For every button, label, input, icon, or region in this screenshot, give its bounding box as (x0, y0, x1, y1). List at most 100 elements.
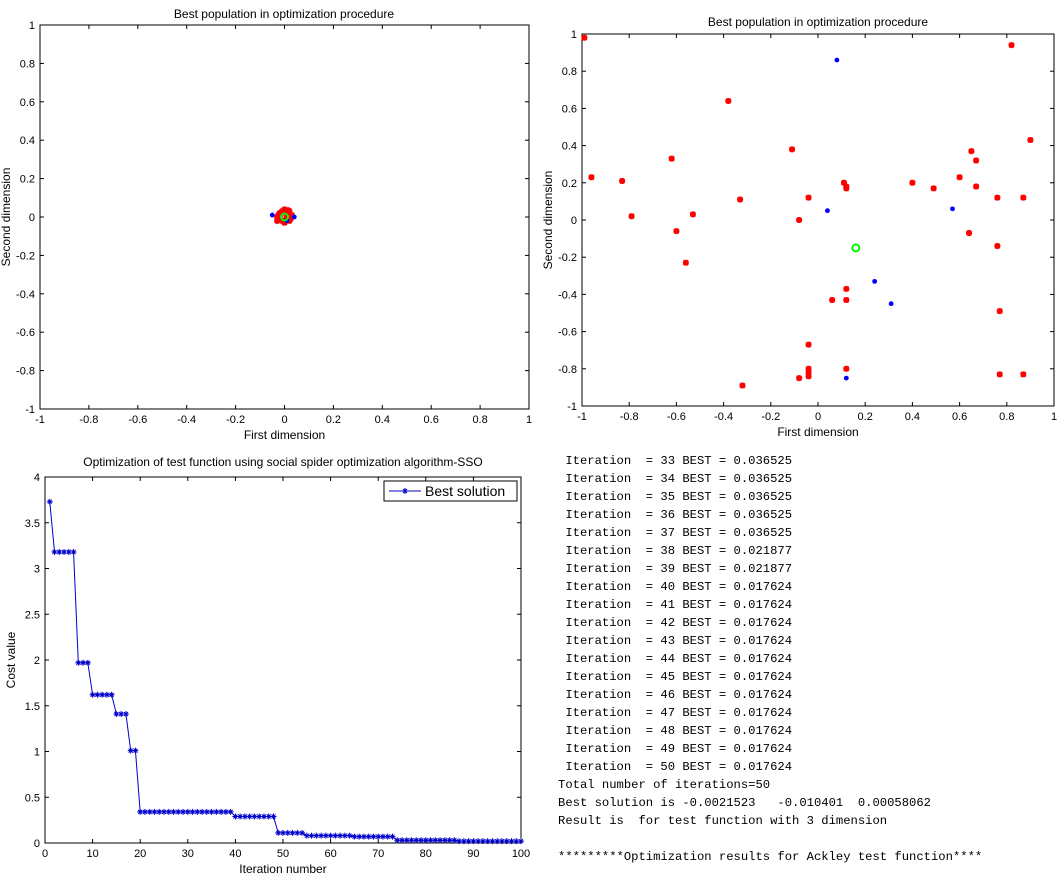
series-point (484, 838, 491, 845)
series-point (56, 549, 63, 556)
series-point (346, 832, 353, 839)
x-tick-label: 0.4 (905, 411, 920, 423)
y-tick-label: 3 (34, 564, 40, 576)
console-line: Iteration = 48 BEST = 0.017624 (558, 724, 793, 738)
series-point (156, 808, 163, 815)
population-point-red (588, 174, 595, 181)
x-tick-label: -0.6 (128, 414, 147, 426)
population-point-red (829, 296, 836, 303)
y-tick-label: 0.6 (562, 103, 577, 115)
y-tick-label: -0.4 (16, 289, 35, 301)
y-tick-label: 0.2 (20, 174, 35, 186)
series-point (437, 837, 444, 844)
population-point-blue (269, 212, 275, 218)
legend-label: Best solution (425, 483, 505, 499)
population-point-red (968, 148, 975, 155)
y-tick-label: 1 (571, 29, 577, 41)
population-point-blue (843, 375, 849, 381)
series-point (132, 747, 139, 754)
series-point (503, 838, 510, 845)
population-point-red (789, 146, 796, 153)
best-point-green (280, 212, 289, 222)
x-tick-label: 90 (467, 848, 479, 860)
series-point (241, 813, 248, 820)
series-point (518, 838, 524, 845)
y-tick-label: -0.8 (16, 366, 35, 378)
population-point-red (682, 259, 689, 266)
population-point-red (996, 371, 1003, 378)
population-point-red (843, 296, 850, 303)
x-tick-label: 0.6 (424, 414, 439, 426)
series-point (99, 691, 106, 698)
series-point (351, 833, 358, 840)
population-point-red (909, 179, 916, 186)
population-point-red (619, 177, 626, 184)
series-point (475, 838, 482, 845)
x-tick-label: 20 (134, 848, 146, 860)
population-point-red (805, 341, 812, 348)
console-line: Iteration = 33 BEST = 0.036525 (558, 454, 793, 468)
population-point-red (285, 207, 292, 214)
series-point (108, 691, 115, 698)
x-tick-label: 0.8 (472, 414, 487, 426)
plot-frame (44, 476, 522, 844)
series-point (80, 659, 87, 666)
y-tick-label: 3.5 (25, 518, 40, 530)
series-point (513, 838, 520, 845)
console-output: Iteration = 33 BEST = 0.036525 Iteration… (558, 452, 1058, 866)
x-tick-label: -0.4 (714, 411, 733, 423)
population-point-red (805, 365, 812, 372)
series-point (399, 837, 405, 844)
series-point (375, 833, 382, 840)
series-point (313, 832, 320, 839)
series-point (203, 808, 210, 815)
series-point (327, 832, 334, 839)
series-point (260, 813, 267, 820)
series-point (89, 691, 96, 698)
series-point (303, 832, 310, 839)
population-point-red (843, 183, 850, 190)
series-point (408, 837, 415, 844)
y-axis-label: Cost value (4, 631, 18, 688)
series-point (275, 829, 282, 836)
y-tick-label: 0.8 (562, 66, 577, 78)
series-point (222, 808, 229, 815)
y-tick-label: 0 (34, 838, 40, 850)
series-point (246, 813, 253, 820)
x-tick-label: 40 (229, 848, 241, 860)
population-point-red (805, 194, 812, 201)
series-point (451, 837, 458, 844)
x-tick-label: 1 (1051, 411, 1057, 423)
population-point-red (843, 365, 850, 372)
console-line: Iteration = 35 BEST = 0.036525 (558, 490, 793, 504)
legend: Best solution (383, 480, 518, 502)
x-axis-label: First dimension (244, 428, 325, 442)
x-tick-label: -0.2 (761, 411, 780, 423)
x-tick-label: 60 (324, 848, 336, 860)
series-point (151, 808, 158, 815)
x-tick-label: -0.6 (667, 411, 686, 423)
x-tick-label: 0.4 (375, 414, 390, 426)
series-point (280, 829, 286, 836)
x-tick-label: 30 (182, 848, 194, 860)
console-line: Iteration = 47 BEST = 0.017624 (558, 706, 793, 720)
population-point-red (1027, 137, 1034, 144)
x-tick-label: 0 (42, 848, 48, 860)
population-point-red (276, 215, 283, 222)
y-axis-label: Second dimension (541, 171, 555, 270)
y-tick-label: 1 (34, 747, 40, 759)
population-point-red (796, 375, 803, 382)
console-line: Iteration = 50 BEST = 0.017624 (558, 760, 793, 774)
x-tick-label: 0.8 (999, 411, 1014, 423)
series-point (175, 808, 182, 815)
population-point-red (1020, 371, 1027, 378)
series-point (494, 838, 501, 845)
console-line: Total number of iterations=50 (558, 778, 771, 792)
legend-box (383, 480, 518, 502)
console-line: Iteration = 46 BEST = 0.017624 (558, 688, 793, 702)
population-point-red (673, 228, 680, 235)
series-point (103, 691, 110, 698)
x-tick-label: 0 (815, 411, 821, 423)
series-point (460, 838, 467, 845)
